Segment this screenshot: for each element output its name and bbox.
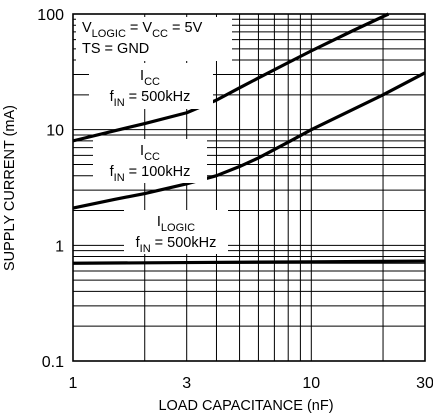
y-tick-label: 100 [37, 7, 64, 24]
x-tick-label: 10 [302, 375, 320, 392]
annotation-line: ICC [140, 143, 160, 163]
x-tick-label: 1 [69, 375, 78, 392]
annotation-line: fIN = 500kHz [110, 89, 191, 109]
annotation-background [89, 63, 213, 109]
annotation-line: VLOGIC = VCC = 5V [82, 20, 203, 40]
annotation-line: TS = GND [82, 41, 149, 57]
annotation-line: fIN = 500kHz [136, 235, 217, 255]
y-tick-label: 10 [46, 123, 64, 140]
grid-layer [73, 14, 425, 361]
series-layer [72, 12, 426, 265]
x-axis-label: LOAD CAPACITANCE (nF) [158, 398, 333, 414]
y-axis-label: SUPPLY CURRENT (mA) [2, 105, 18, 271]
annotation-line: fIN = 100kHz [110, 164, 191, 184]
tick-label-layer: 1 3 10 30 0.1 1 10 100 [37, 7, 433, 392]
plot-border [72, 13, 426, 362]
y-tick-label: 0.1 [42, 354, 64, 371]
series-line-3 [72, 259, 426, 265]
annotation-background [93, 139, 207, 183]
plot-frame [72, 13, 426, 362]
annotation-line: ILOGIC [157, 214, 195, 234]
x-tick-label: 30 [416, 375, 433, 392]
series-line-2 [72, 71, 426, 210]
annotation-line: ICC [140, 68, 160, 88]
series-line-1 [72, 12, 390, 143]
x-tick-label: 3 [182, 375, 191, 392]
annotation-background [124, 210, 228, 254]
y-tick-label: 1 [55, 238, 64, 255]
annotation-background [76, 17, 232, 61]
